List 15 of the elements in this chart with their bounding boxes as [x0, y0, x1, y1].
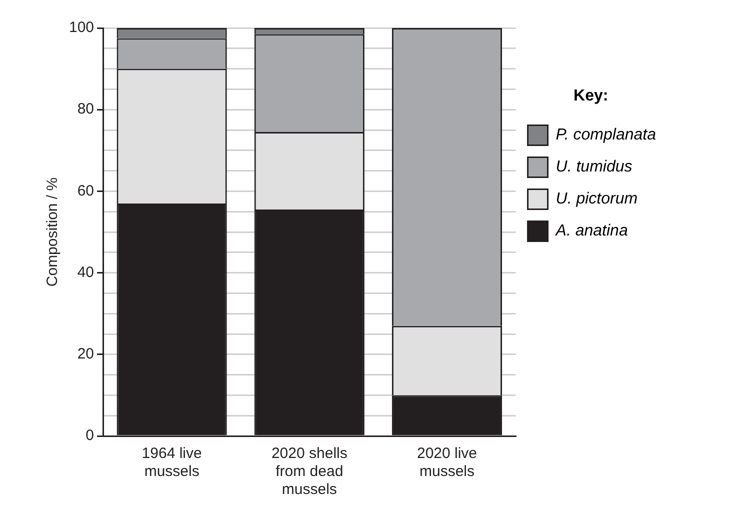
y-tick-label: 60	[77, 182, 94, 200]
legend-label: P. complanata	[556, 126, 656, 144]
legend-title: Key:	[574, 87, 608, 104]
x-tick-label: 2020 shells from dead mussels	[271, 445, 348, 498]
legend-label: A. anatina	[554, 222, 628, 240]
legend-label: U. tumidus	[556, 158, 632, 176]
y-axis-title: Composition / %	[44, 177, 62, 287]
y-tick-label: 80	[77, 100, 94, 118]
x-tick-label: 2020 live mussels	[416, 445, 478, 480]
y-tick-label: 40	[77, 264, 94, 281]
legend-label: U. pictorum	[556, 190, 638, 208]
x-tick-label: 1964 live mussels	[142, 445, 202, 480]
y-tick-label: 0	[86, 427, 94, 444]
y-tick-label: 100	[68, 19, 94, 36]
y-tick-label: 20	[77, 346, 94, 363]
